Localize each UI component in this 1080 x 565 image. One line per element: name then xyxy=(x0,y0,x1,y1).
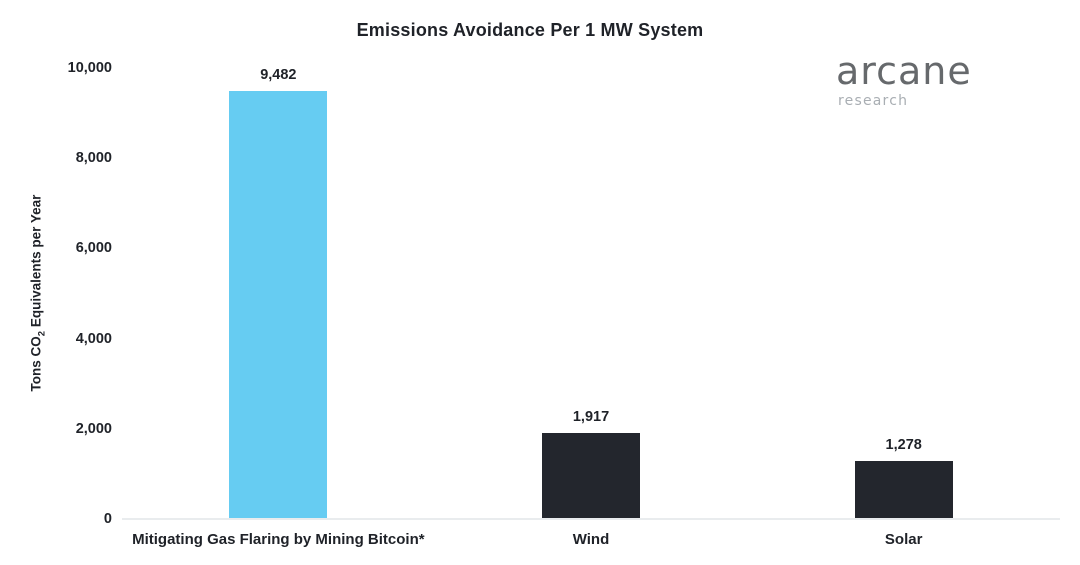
arcane-research-logo: arcane research xyxy=(836,52,972,108)
y-tick-label: 4,000 xyxy=(75,330,112,347)
bar-gas-flaring xyxy=(229,91,328,519)
x-axis-line xyxy=(122,518,1060,520)
bar-value-label: 1,917 xyxy=(572,408,610,425)
bar-value-label: 1,278 xyxy=(885,437,922,454)
chart-title: Emissions Avoidance Per 1 MW System xyxy=(356,20,704,40)
y-tick-label: 0 xyxy=(103,511,112,527)
x-axis-labels: Mitigating Gas Flaring by Mining Bitcoin… xyxy=(122,531,1060,548)
logo-wordmark: arcane xyxy=(836,49,972,93)
y-tick-label: 6,000 xyxy=(75,240,112,257)
x-label-solar: Solar xyxy=(884,531,923,548)
bar-slot-gas-flaring: 9,482 xyxy=(122,67,435,519)
x-label-wind: Wind xyxy=(572,531,610,548)
bar-wind xyxy=(542,432,640,519)
bar-solar xyxy=(854,461,953,519)
logo-subtitle: research xyxy=(838,93,909,109)
bar-slot-wind: 1,917 xyxy=(435,408,748,519)
y-tick-label: 2,000 xyxy=(75,420,112,437)
y-axis-ticks: 0 2,000 4,000 6,000 8,000 10,000 xyxy=(0,60,112,527)
y-tick-label: 10,000 xyxy=(67,60,112,76)
x-label-gas-flaring: Mitigating Gas Flaring by Mining Bitcoin… xyxy=(132,531,425,548)
bar-value-label: 9,482 xyxy=(260,67,297,84)
bar-slot-solar: 1,278 xyxy=(747,437,1060,519)
bars-container: 9,482 1,917 1,278 xyxy=(122,67,1060,519)
y-tick-label: 8,000 xyxy=(75,150,112,167)
plot-area: 9,482 1,917 1,278 xyxy=(122,67,1060,519)
